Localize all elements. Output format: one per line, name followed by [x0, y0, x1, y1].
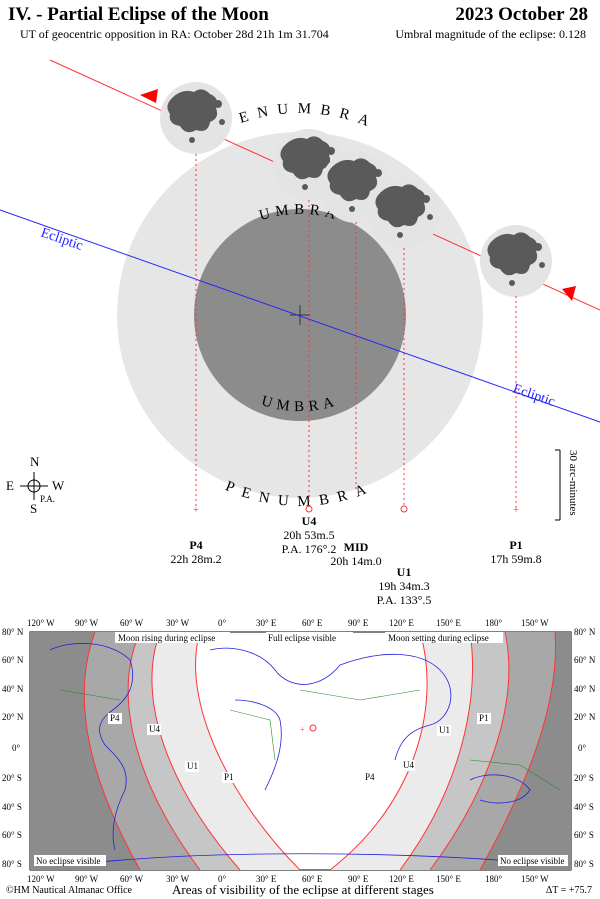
umbral-magnitude: Umbral magnitude of the eclipse: 0.128: [395, 27, 586, 41]
svg-text:40° N: 40° N: [574, 684, 596, 694]
svg-text:30° W: 30° W: [166, 618, 190, 628]
delta-t: ΔT = +75.7: [545, 885, 592, 896]
visibility-map: +: [29, 631, 572, 871]
svg-text:20° N: 20° N: [2, 712, 24, 722]
svg-text:30° W: 30° W: [166, 874, 190, 884]
eclipse-date: 2023 October 28: [455, 4, 588, 25]
copyright: ©HM Nautical Almanac Office: [6, 885, 132, 896]
svg-text:U4: U4: [149, 724, 160, 734]
contact-u4: U4 20h 53m.5 P.A. 176°.2: [281, 514, 337, 556]
no-eclipse-label-left: No eclipse visible: [36, 856, 101, 866]
moon-setting-label: Moon setting during eclipse: [388, 633, 489, 643]
umbra-label-bottom: UMBRA: [260, 393, 341, 415]
scale-bar: [555, 449, 561, 521]
no-eclipse-label-right: No eclipse visible: [500, 856, 565, 866]
svg-text:120° W: 120° W: [27, 618, 55, 628]
svg-text:0°: 0°: [218, 874, 227, 884]
svg-text:80° N: 80° N: [574, 627, 596, 637]
svg-text:150° E: 150° E: [436, 618, 461, 628]
contact-p1: P1 17h 59m.8: [490, 538, 542, 566]
svg-text:60° E: 60° E: [302, 618, 323, 628]
svg-text:60° N: 60° N: [574, 655, 596, 665]
moon-path-arrow-right: [562, 286, 576, 301]
svg-text:40° S: 40° S: [2, 802, 22, 812]
svg-text:0°: 0°: [218, 618, 227, 628]
moon-rising-label: Moon rising during eclipse: [118, 633, 215, 643]
svg-text:60° W: 60° W: [120, 618, 144, 628]
full-visible-label: Full eclipse visible: [268, 633, 336, 643]
moon-p4: [160, 82, 232, 154]
penumbra-label-top: PENUMBRA: [220, 101, 380, 133]
svg-text:180°: 180°: [485, 874, 503, 884]
svg-text:90° E: 90° E: [348, 874, 369, 884]
svg-text:+: +: [300, 725, 305, 734]
svg-text:0°: 0°: [578, 743, 587, 753]
p1-marker: +: [513, 505, 519, 516]
umbra-label-top: UMBRA: [257, 202, 342, 224]
svg-text:60° W: 60° W: [120, 874, 144, 884]
svg-text:80° S: 80° S: [2, 859, 22, 869]
svg-text:0°: 0°: [12, 743, 21, 753]
svg-text:80° S: 80° S: [574, 859, 594, 869]
map-latitude-labels: 80° N 60° N 40° N 20° N 0° 20° S 40° S 6…: [2, 627, 596, 869]
svg-text:80° N: 80° N: [2, 627, 24, 637]
svg-text:40° S: 40° S: [574, 802, 594, 812]
svg-text:90° W: 90° W: [75, 874, 99, 884]
svg-text:60° S: 60° S: [574, 830, 594, 840]
moon-u1: [368, 177, 440, 249]
moon-path-arrow-left: [140, 89, 158, 103]
map-longitude-labels: 120° W 90° W 60° W 30° W 0° 30° E 60° E …: [27, 618, 549, 884]
svg-text:P1: P1: [479, 713, 489, 723]
svg-text:S: S: [30, 501, 37, 516]
page-title: IV. - Partial Eclipse of the Moon: [8, 4, 269, 25]
svg-text:20° S: 20° S: [2, 773, 22, 783]
svg-text:P.A.: P.A.: [40, 494, 55, 504]
compass: N S E W P.A.: [6, 454, 65, 516]
svg-text:150° E: 150° E: [436, 874, 461, 884]
svg-text:U1: U1: [187, 761, 198, 771]
svg-text:60° N: 60° N: [2, 655, 24, 665]
contact-mid: MID 20h 14m.0: [330, 540, 382, 568]
scale-label: 30 arc-minutes: [567, 450, 579, 516]
ecliptic-label-left: Ecliptic: [39, 226, 85, 254]
contact-u1: U1 19h 34m.3 P.A. 133°.5: [376, 565, 432, 607]
svg-text:120° E: 120° E: [389, 874, 414, 884]
moon-p1: [480, 225, 552, 297]
u1-marker: [400, 505, 408, 513]
svg-text:20° N: 20° N: [574, 712, 596, 722]
svg-text:P1: P1: [224, 772, 234, 782]
svg-text:150° W: 150° W: [521, 874, 549, 884]
svg-text:P4: P4: [110, 713, 120, 723]
svg-text:30° E: 30° E: [256, 618, 277, 628]
svg-text:U1: U1: [439, 725, 450, 735]
svg-text:U4: U4: [403, 760, 414, 770]
ecliptic-label-right: Ecliptic: [511, 382, 557, 410]
svg-text:90° W: 90° W: [75, 618, 99, 628]
opposition-time: UT of geocentric opposition in RA: Octob…: [20, 27, 329, 41]
svg-text:120° W: 120° W: [27, 874, 55, 884]
svg-text:180°: 180°: [485, 618, 503, 628]
contact-p4: P4 22h 28m.2: [170, 538, 222, 566]
u4-marker: [305, 505, 313, 513]
svg-text:N: N: [30, 454, 40, 469]
svg-text:E: E: [6, 478, 14, 493]
svg-text:120° E: 120° E: [389, 618, 414, 628]
ecliptic-line: [0, 209, 600, 423]
svg-text:W: W: [52, 478, 65, 493]
p4-marker: +: [193, 505, 199, 516]
svg-text:150° W: 150° W: [521, 618, 549, 628]
svg-text:30° E: 30° E: [256, 874, 277, 884]
map-caption: Areas of visibility of the eclipse at di…: [172, 882, 434, 897]
svg-text:40° N: 40° N: [2, 684, 24, 694]
svg-text:60° S: 60° S: [2, 830, 22, 840]
map-curve-labels: P4 U4 U1 P1 P4 U4 U1 P1: [108, 713, 491, 783]
svg-text:90° E: 90° E: [348, 618, 369, 628]
svg-text:20° S: 20° S: [574, 773, 594, 783]
svg-text:P4: P4: [365, 772, 375, 782]
svg-text:60° E: 60° E: [302, 874, 323, 884]
